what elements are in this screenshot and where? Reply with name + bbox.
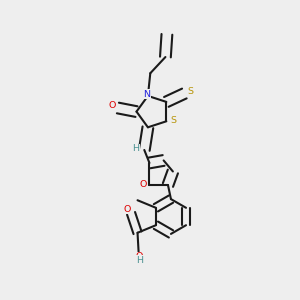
Text: H: H: [136, 256, 143, 265]
Text: H: H: [132, 144, 140, 153]
Text: N: N: [143, 90, 150, 99]
Text: O: O: [136, 252, 143, 261]
Text: S: S: [187, 87, 193, 96]
Text: S: S: [170, 116, 176, 125]
Text: O: O: [139, 180, 146, 189]
Text: O: O: [108, 100, 116, 109]
Text: O: O: [123, 205, 130, 214]
